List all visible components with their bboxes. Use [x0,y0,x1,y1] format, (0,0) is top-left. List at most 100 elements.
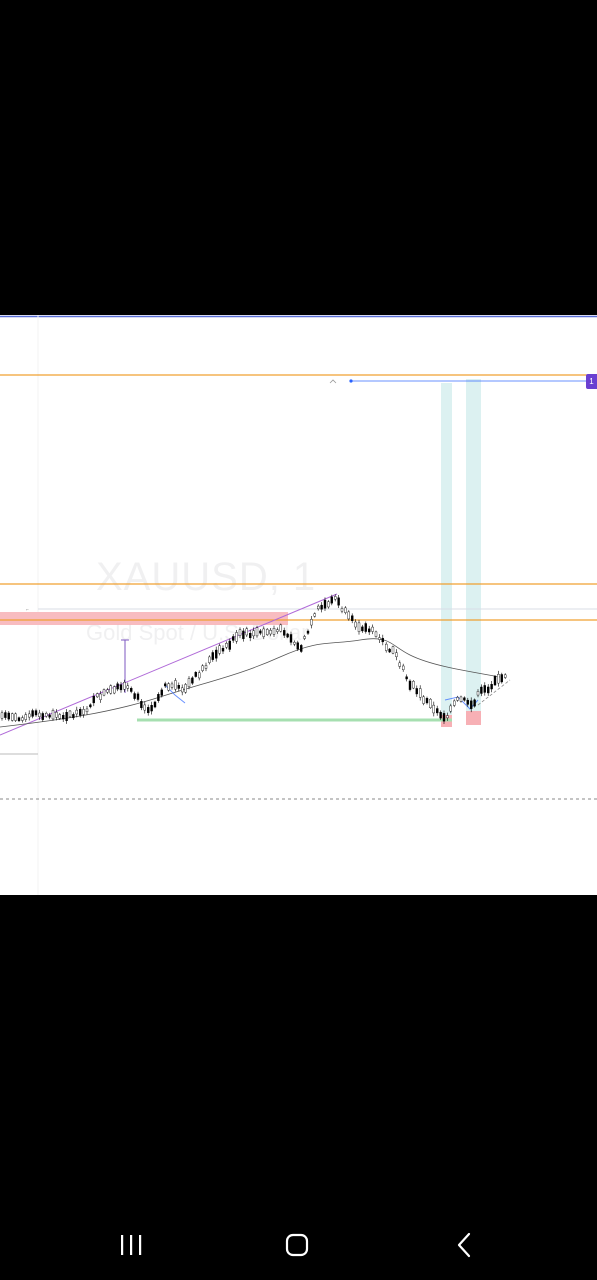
navigation-bar [0,1205,597,1280]
candle-body [371,626,374,632]
candle-body [160,689,164,696]
candle-body [17,717,21,722]
recents-button[interactable] [106,1225,156,1265]
candle-body [327,601,330,608]
candle-body [388,648,391,653]
candle-body [480,686,483,694]
candle-body [497,674,500,684]
candle-body [310,619,313,626]
candle-body [221,648,225,652]
candle-body [262,628,265,637]
candle-body [24,714,27,720]
candle-body [422,696,425,704]
candle-body [317,605,320,610]
candle-body [449,705,452,712]
candle-body [283,630,286,636]
candle-body [442,713,446,722]
candle-body [378,637,381,640]
candle-body [119,684,123,691]
candle-body [62,715,65,720]
candle-body [323,599,327,609]
candle-body [432,704,435,714]
candle-body [293,641,296,645]
price-badge[interactable]: 1 [586,374,597,389]
candle-body [75,709,79,715]
candle-body [82,709,85,715]
candle-body [123,682,126,690]
back-icon [457,1232,471,1258]
candle-body [313,613,316,617]
candle-body [48,714,51,718]
candle-body [238,629,242,636]
candlesticks[interactable] [0,594,507,725]
back-button[interactable] [440,1225,490,1265]
candle-body [72,714,75,719]
candle-body [177,685,181,689]
blue-line-anchor[interactable] [349,379,353,383]
red-zone[interactable] [0,612,288,625]
candle-body [279,624,282,632]
candle-body [398,662,401,667]
home-button[interactable] [272,1225,322,1265]
candle-body [136,693,140,700]
teal-zone-1[interactable] [441,383,452,715]
candle-body [364,623,367,632]
candle-body [228,640,232,650]
candle-body [425,698,429,704]
candle-body [473,699,476,707]
candle-body [167,683,170,691]
candle-body [28,713,31,718]
candle-body [476,691,480,696]
candle-body [153,701,157,708]
teal-zone-2[interactable] [466,379,481,715]
candle-body [320,604,323,610]
candle-body [187,678,191,688]
chart-panel[interactable]: XAUUSD, 1 Gold Spot / U.S. Dollar ⌐ [0,315,597,895]
candle-body [95,693,99,698]
candle-body [191,677,194,684]
candle-body [242,630,245,639]
price-chart[interactable]: ⌐ [0,315,597,895]
candle-body [201,665,204,671]
candle-body [252,630,255,637]
candle-body [402,665,405,670]
candle-body [347,611,350,620]
candle-body [45,713,48,717]
candle-body [456,697,459,701]
candle-body [31,710,34,717]
candle-body [340,608,344,612]
candle-body [51,710,55,720]
candle-body [21,717,24,721]
candle-body [381,637,384,643]
candle-body [374,631,378,637]
candle-body [296,642,299,650]
candle-body [235,632,238,642]
candle-body [405,676,408,680]
candle-body [487,686,490,694]
candle-body [204,665,208,669]
candle-body [395,652,398,657]
candle-body [351,615,354,621]
candle-body [133,693,136,699]
candle-body [354,621,357,628]
candle-body [368,628,371,633]
candle-body [146,707,150,714]
red-box-2[interactable] [466,711,481,725]
candle-body [92,696,96,704]
candle-body [269,630,272,635]
candle-body [483,685,486,693]
projection-line[interactable] [477,679,511,706]
candle-body [500,674,503,683]
candle-body [334,596,337,600]
candle-body [259,630,262,634]
candle-body [197,672,201,679]
candle-body [41,713,44,720]
candle-body [129,688,133,692]
candle-body [466,699,469,705]
candle-body [490,684,493,690]
recents-icon [121,1235,142,1255]
candle-body [276,629,279,632]
candle-body [68,710,72,718]
candle-body [272,628,276,635]
candle-body [419,688,422,698]
